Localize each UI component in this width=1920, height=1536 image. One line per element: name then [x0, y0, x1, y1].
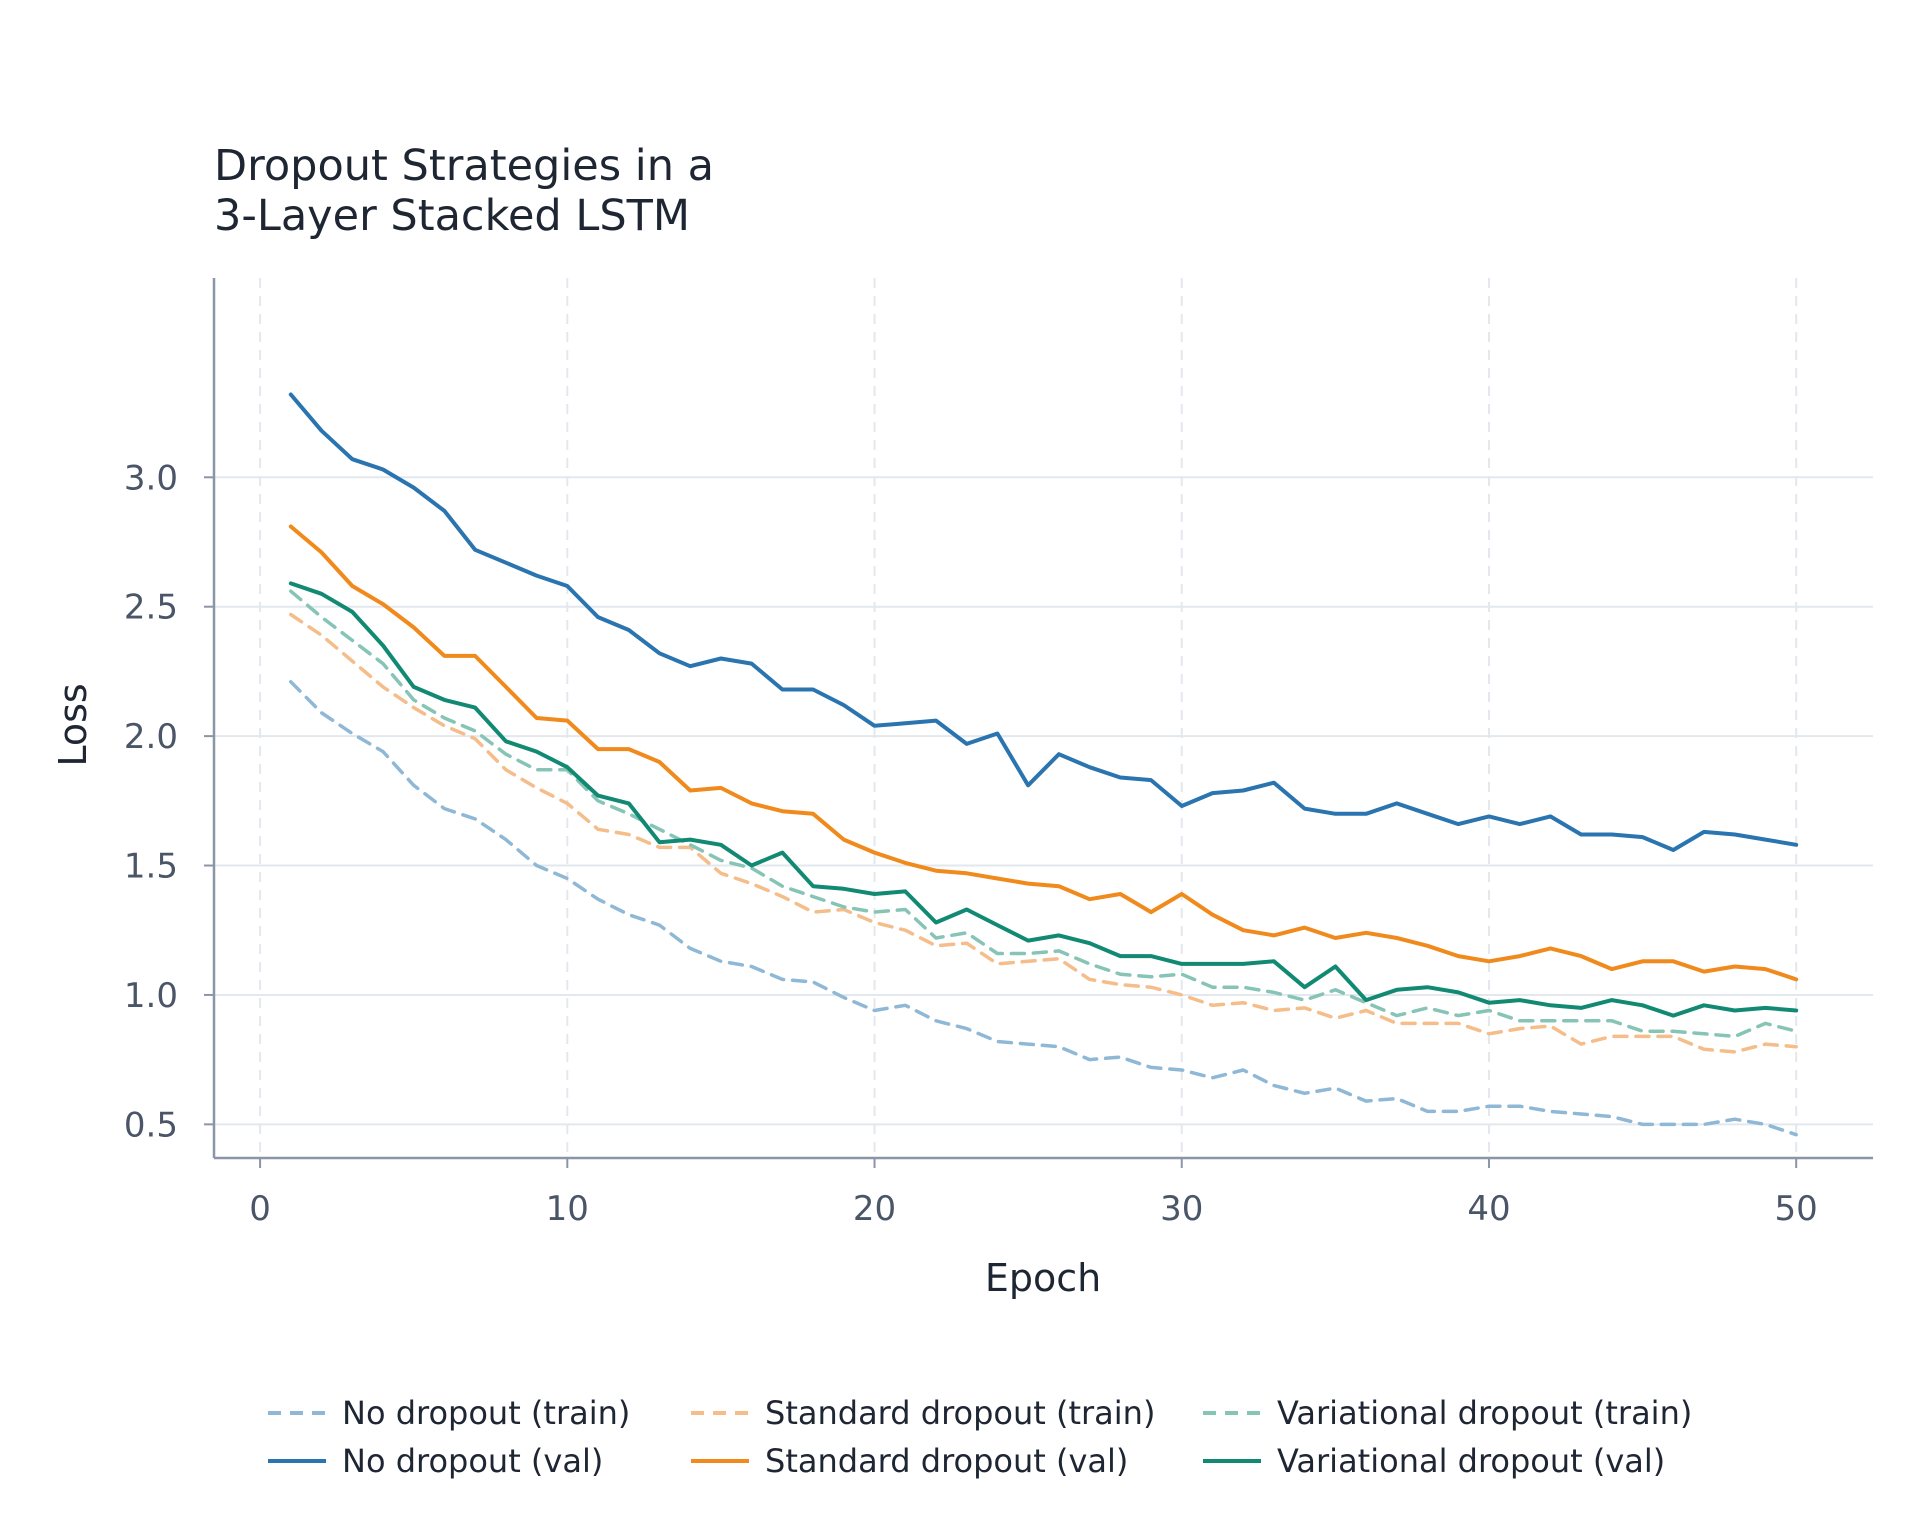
y-axis-ticks: 0.5 1.0 1.5 2.0 2.5 3.0: [124, 458, 214, 1145]
x-tick-label: 10: [546, 1189, 589, 1229]
x-tick-label: 0: [249, 1189, 271, 1229]
legend: No dropout (train) No dropout (val) Standa…: [268, 1394, 1692, 1480]
series-line-variational-dropout-val: [288, 581, 1799, 1018]
series-line-no-dropout-val: [288, 392, 1799, 852]
x-tick-label: 50: [1775, 1189, 1818, 1229]
chart-title-line-2: 3-Layer Stacked LSTM: [214, 191, 690, 241]
x-axis-ticks: 0 10 20 30 40 50: [249, 1158, 1818, 1229]
y-tick-label: 1.0: [124, 976, 178, 1016]
legend-item-variational-dropout-val: Variational dropout (val): [1203, 1442, 1665, 1480]
series-layer: [288, 392, 1799, 1137]
legend-item-variational-dropout-train: Variational dropout (train): [1203, 1394, 1692, 1432]
y-axis-title: Loss: [51, 683, 95, 766]
legend-label: Variational dropout (val): [1277, 1442, 1665, 1480]
legend-item-no-dropout-val: No dropout (val): [268, 1442, 603, 1480]
series-line-standard-dropout-val: [288, 524, 1799, 982]
series-line-variational-dropout-train: [289, 589, 1798, 1039]
legend-label: No dropout (train): [342, 1394, 630, 1432]
x-tick-label: 40: [1467, 1189, 1510, 1229]
legend-label: Standard dropout (train): [765, 1394, 1155, 1432]
x-axis-title: Epoch: [985, 1256, 1101, 1300]
y-tick-label: 1.5: [124, 847, 178, 887]
legend-item-standard-dropout-val: Standard dropout (val): [691, 1442, 1128, 1480]
y-tick-label: 2.0: [124, 717, 178, 757]
legend-item-standard-dropout-train: Standard dropout (train): [691, 1394, 1155, 1432]
y-tick-label: 3.0: [124, 458, 178, 498]
series-line-standard-dropout-train: [289, 612, 1798, 1054]
legend-label: Variational dropout (train): [1277, 1394, 1692, 1432]
chart-title-line-1: Dropout Strategies in a: [214, 141, 714, 191]
grid: [214, 278, 1873, 1158]
legend-item-no-dropout-train: No dropout (train): [268, 1394, 630, 1432]
legend-label: No dropout (val): [342, 1442, 603, 1480]
legend-label: Standard dropout (val): [765, 1442, 1128, 1480]
chart-title: Dropout Strategies in a 3-Layer Stacked …: [214, 141, 714, 241]
y-tick-label: 2.5: [124, 588, 178, 628]
x-tick-label: 20: [853, 1189, 896, 1229]
series-line-no-dropout-train: [289, 680, 1798, 1137]
x-tick-label: 30: [1160, 1189, 1203, 1229]
y-tick-label: 0.5: [124, 1105, 178, 1145]
axes: [212, 278, 1873, 1160]
